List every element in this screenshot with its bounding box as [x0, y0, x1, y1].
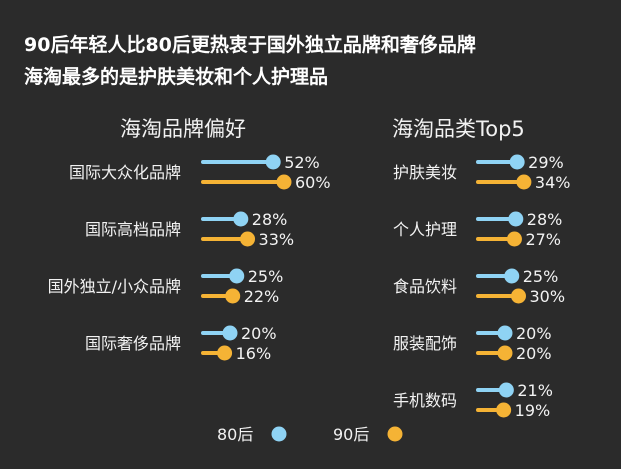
category-label: 个人护理: [393, 220, 457, 239]
value-label-80: 28%: [252, 210, 288, 229]
value-label-90: 30%: [530, 287, 566, 306]
value-label-90: 16%: [236, 344, 272, 363]
bar-end-dot-80: [504, 268, 520, 284]
legend-label: 90后: [333, 425, 369, 444]
category-label: 服装配饰: [393, 334, 457, 353]
bar-end-dot-90: [240, 231, 256, 247]
value-label-90: 20%: [516, 344, 552, 363]
legend-label: 80后: [217, 425, 253, 444]
legend-dot: [387, 426, 403, 442]
bar-end-dot-80: [229, 268, 245, 284]
value-label-80: 21%: [517, 381, 553, 400]
value-label-90: 22%: [244, 287, 280, 306]
value-label-80: 25%: [523, 267, 559, 286]
title-line-1: 90后年轻人比80后更热衷于国外独立品牌和奢侈品牌: [24, 34, 476, 56]
value-label-90: 34%: [535, 173, 571, 192]
bar-end-dot-90: [511, 288, 526, 304]
value-label-80: 20%: [516, 324, 552, 343]
bar-end-dot-80: [509, 154, 525, 170]
category-label: 国际大众化品牌: [69, 163, 181, 182]
value-label-80: 29%: [528, 153, 564, 172]
bar-end-dot-80: [497, 325, 513, 341]
category-label: 国际高档品牌: [85, 220, 181, 239]
value-label-80: 52%: [284, 153, 320, 172]
bar-end-dot-90: [276, 174, 292, 190]
bar-end-dot-90: [225, 288, 241, 304]
category-label: 国外独立/小众品牌: [48, 277, 181, 296]
bar-end-dot-90: [506, 231, 522, 247]
chart-title-brand-preference: 海淘品牌偏好: [120, 117, 246, 141]
category-label: 食品饮料: [393, 277, 457, 296]
value-label-80: 20%: [241, 324, 277, 343]
value-label-90: 19%: [515, 401, 551, 420]
bar-end-dot-80: [265, 154, 281, 170]
value-label-90: 33%: [259, 230, 295, 249]
category-label: 护肤美妆: [393, 163, 457, 182]
bar-end-dot-80: [233, 211, 249, 227]
category-label: 手机数码: [393, 391, 457, 410]
bar-end-dot-80: [498, 382, 514, 398]
bar-end-dot-80: [222, 325, 238, 341]
value-label-90: 27%: [525, 230, 561, 249]
bar-end-dot-90: [516, 174, 532, 190]
chart-title-category-top5: 海淘品类Top5: [392, 117, 525, 141]
category-label: 国际奢侈品牌: [85, 334, 181, 353]
bar-end-dot-90: [497, 345, 513, 361]
value-label-80: 28%: [527, 210, 563, 229]
value-label-90: 60%: [295, 173, 331, 192]
legend-dot: [271, 426, 287, 442]
title-line-2: 海淘最多的是护肤美妆和个人护理品: [24, 66, 329, 88]
bar-end-dot-90: [496, 402, 512, 418]
value-label-80: 25%: [248, 267, 284, 286]
bar-end-dot-90: [217, 345, 233, 361]
bar-end-dot-80: [508, 211, 524, 227]
